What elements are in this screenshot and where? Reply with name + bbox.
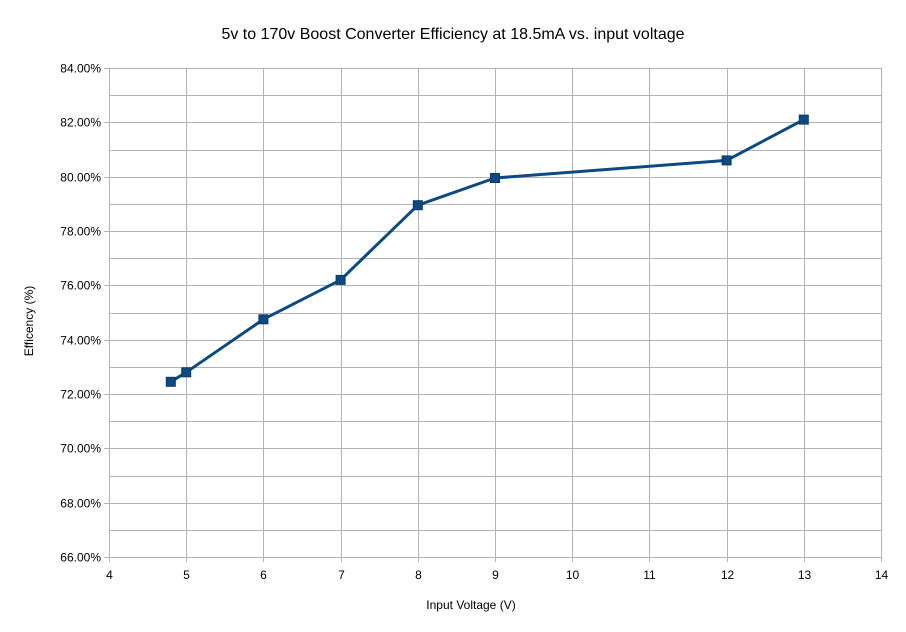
data-point-marker — [165, 376, 176, 387]
data-point-marker — [335, 274, 346, 285]
x-axis-label: Input Voltage (V) — [426, 598, 515, 612]
x-tick-label: 4 — [106, 568, 113, 582]
y-tick-label: 76.00% — [60, 279, 101, 293]
data-point-marker — [721, 155, 732, 166]
x-tick-label: 12 — [721, 568, 735, 582]
y-axis-ticks: 66.00% 68.00% 70.00% 72.00% 74.00% 76.00% 78.0… — [60, 62, 109, 565]
data-point-marker — [181, 367, 192, 378]
x-tick-label: 10 — [566, 568, 580, 582]
x-axis-ticks: 4 5 6 7 8 9 10 11 12 13 14 — [106, 557, 888, 582]
series-line — [169, 118, 806, 384]
y-tick-label: 68.00% — [60, 497, 101, 511]
data-point-marker — [258, 314, 269, 325]
data-point-marker — [490, 173, 500, 183]
x-tick-label: 8 — [415, 568, 422, 582]
x-tick-label: 9 — [492, 568, 499, 582]
x-tick-label: 14 — [875, 568, 889, 582]
x-tick-label: 6 — [260, 568, 267, 582]
chart-title: 5v to 170v Boost Converter Efficiency at… — [221, 26, 684, 43]
y-tick-label: 78.00% — [60, 225, 101, 239]
data-point-marker — [798, 114, 809, 125]
y-tick-label: 82.00% — [60, 116, 101, 130]
y-tick-label: 74.00% — [60, 334, 101, 348]
x-tick-label: 11 — [643, 568, 656, 582]
y-tick-label: 70.00% — [60, 442, 101, 456]
y-axis-label: Efficency (%) — [22, 286, 36, 356]
y-tick-label: 84.00% — [60, 62, 101, 76]
y-tick-label: 80.00% — [60, 171, 101, 185]
y-tick-label: 72.00% — [60, 388, 101, 402]
x-tick-label: 5 — [183, 568, 190, 582]
x-tick-label: 13 — [798, 568, 812, 582]
x-tick-label: 7 — [338, 568, 345, 582]
grid — [109, 68, 882, 558]
series-layer — [165, 114, 809, 387]
data-point-marker — [412, 200, 423, 211]
y-tick-label: 66.00% — [60, 551, 101, 565]
